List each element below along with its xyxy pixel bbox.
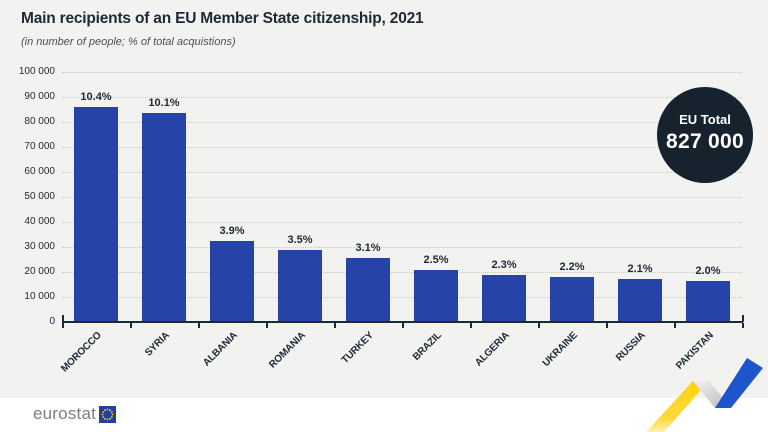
- data-label: 2.3%: [491, 258, 517, 271]
- y-tick-label: 60 000: [24, 166, 55, 177]
- ribbon-blue-stripe: [715, 358, 763, 408]
- bar-albania: [210, 241, 254, 322]
- bar-morocco: [74, 107, 118, 322]
- chart-title: Main recipients of an EU Member State ci…: [21, 10, 424, 27]
- gridline: [62, 197, 742, 198]
- gridline: [62, 97, 742, 98]
- data-label: 3.5%: [287, 233, 313, 246]
- footer-band: eurostat: [0, 398, 768, 432]
- x-axis-tick: [538, 323, 540, 328]
- bar-brazil: [414, 270, 458, 322]
- plot-area: 10.4% 10.1% 3.9% 3.5% 3.1% 2.5% 2.3% 2.2% 2.1% 2.…: [62, 72, 742, 322]
- bar-algeria: [482, 274, 526, 322]
- bar-romania: [278, 249, 322, 322]
- eu-total-value: 827 000: [665, 130, 744, 153]
- gridline: [62, 172, 742, 173]
- x-tick-label: BRAZIL: [410, 330, 444, 363]
- x-axis-tick: [470, 323, 472, 328]
- y-tick-label: 70 000: [24, 141, 55, 152]
- y-tick-label: 50 000: [24, 191, 55, 202]
- eu-total-label: EU Total: [679, 112, 731, 127]
- data-label: 2.0%: [695, 264, 721, 277]
- x-axis-tick: [198, 323, 200, 328]
- gridline: [62, 297, 742, 298]
- x-axis-tick: [674, 323, 676, 328]
- data-label: 3.1%: [355, 242, 381, 254]
- data-label: 2.2%: [559, 260, 585, 273]
- y-tick-label: 80 000: [24, 116, 55, 127]
- axis-end-stub: [742, 315, 744, 322]
- data-label: 2.1%: [627, 262, 653, 275]
- data-label: 3.9%: [219, 225, 245, 238]
- y-tick-label: 40 000: [24, 216, 55, 227]
- x-axis-tick: [742, 323, 744, 328]
- data-label: 10.4%: [80, 91, 112, 103]
- x-tick-label: SYRIA: [143, 330, 172, 359]
- data-label: 10.1%: [148, 97, 180, 110]
- gridline: [62, 272, 742, 273]
- x-tick-label: TURKEY: [339, 330, 376, 367]
- ribbon-decoration: [646, 358, 763, 432]
- eu-total-badge: EU Total 827 000: [657, 87, 753, 183]
- gridline: [62, 247, 742, 248]
- y-tick-label: 30 000: [24, 241, 55, 252]
- eu-flag-icon: [99, 405, 117, 423]
- gridline: [62, 122, 742, 123]
- gridline: [62, 222, 742, 223]
- bar-russia: [618, 278, 662, 322]
- x-tick-label: ALGERIA: [473, 330, 512, 369]
- data-label: 2.5%: [423, 254, 449, 267]
- x-tick-label: UKRAINE: [540, 330, 580, 370]
- x-axis-tick: [62, 323, 64, 328]
- x-axis-tick: [266, 323, 268, 328]
- eurostat-logo: eurostat: [33, 404, 117, 424]
- y-tick-label: 10 000: [24, 291, 55, 302]
- x-axis-tick: [334, 323, 336, 328]
- y-tick-label: 0: [49, 316, 55, 327]
- x-tick-label: ALBANIA: [201, 330, 240, 369]
- ribbon-yellow-stripe: [646, 381, 709, 432]
- x-axis-tick: [402, 323, 404, 328]
- bar-turkey: [346, 258, 390, 322]
- y-tick-label: 100 000: [18, 66, 55, 77]
- bar-ukraine: [550, 276, 594, 322]
- bar-pakistan: [686, 280, 730, 322]
- eurostat-logo-text: eurostat: [33, 404, 97, 423]
- gridline: [62, 72, 742, 73]
- y-tick-label: 90 000: [24, 91, 55, 102]
- y-tick-label: 20 000: [24, 266, 55, 277]
- axis-end-stub: [62, 315, 64, 322]
- x-axis-line: [62, 321, 743, 323]
- chart-subtitle: (in number of people; % of total acquist…: [21, 36, 236, 48]
- bar-syria: [142, 113, 186, 322]
- x-axis-tick: [130, 323, 132, 328]
- x-tick-label: MOROCCO: [59, 330, 104, 375]
- gridline: [62, 147, 742, 148]
- x-tick-label: ROMANIA: [267, 330, 308, 371]
- x-axis-tick: [606, 323, 608, 328]
